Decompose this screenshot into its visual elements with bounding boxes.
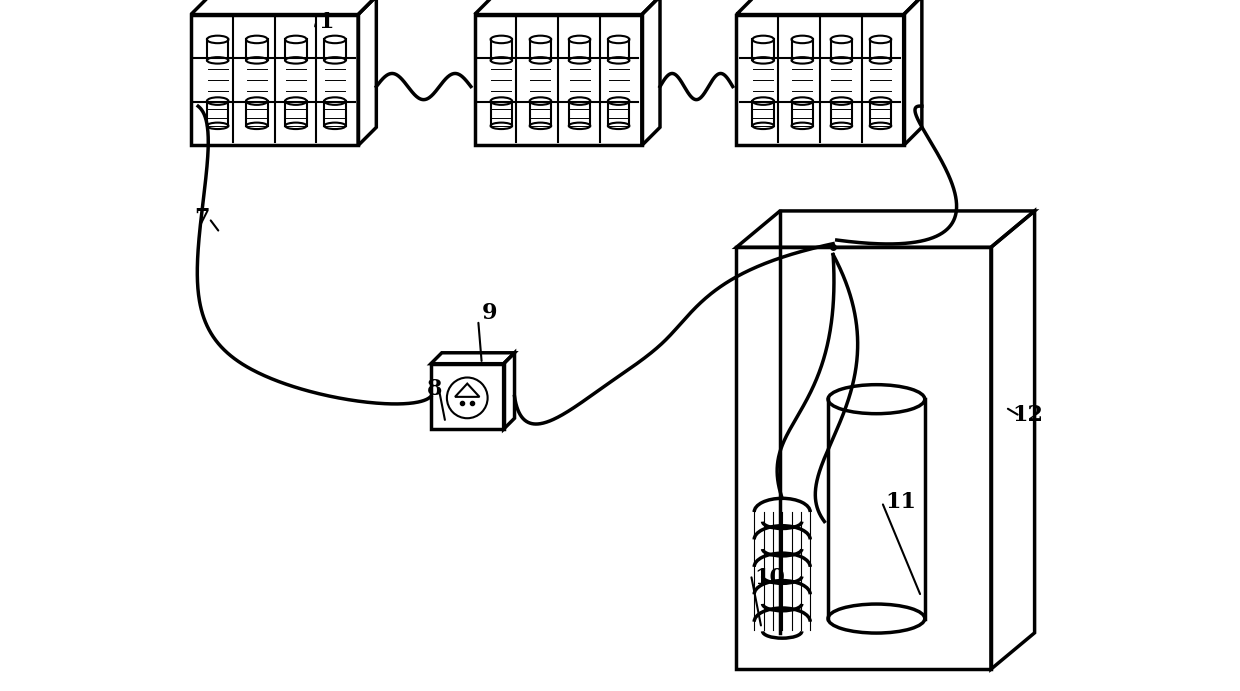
Text: 10: 10 <box>755 567 785 589</box>
Text: 8: 8 <box>428 378 443 400</box>
Text: 12: 12 <box>1013 404 1044 426</box>
Text: 7: 7 <box>195 207 210 229</box>
Text: 1: 1 <box>319 11 334 32</box>
Text: 11: 11 <box>885 491 916 513</box>
Text: 9: 9 <box>482 302 497 324</box>
